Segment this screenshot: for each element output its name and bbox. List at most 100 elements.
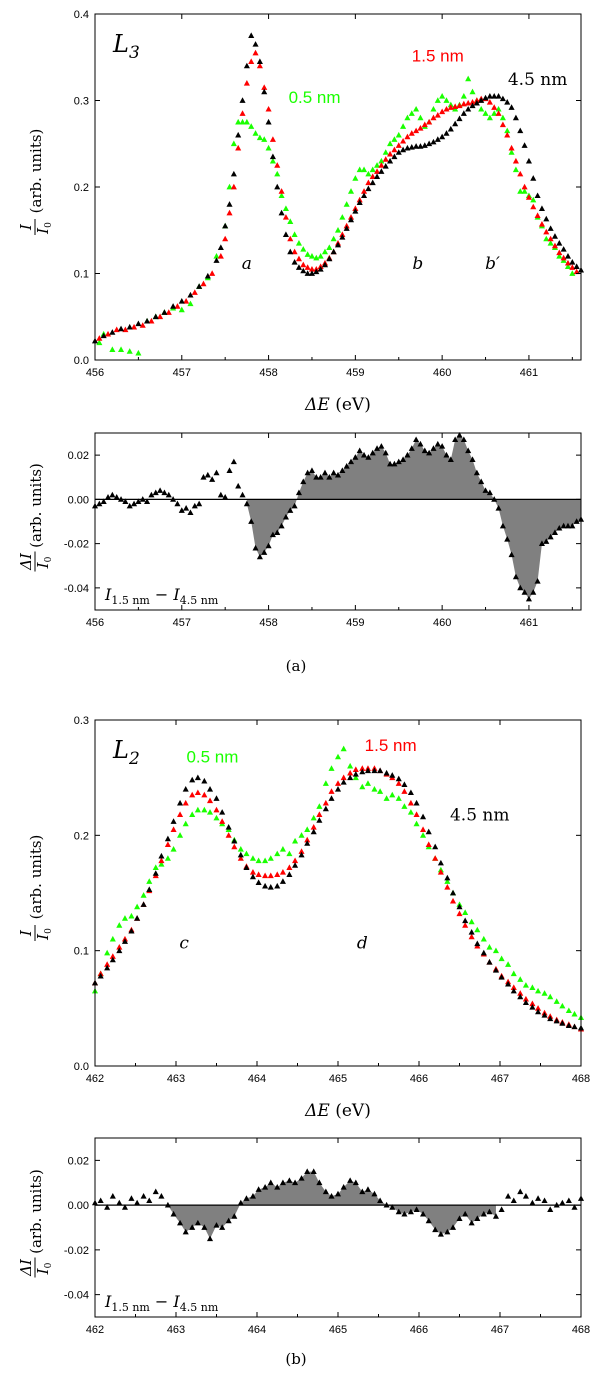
data-point: [339, 233, 346, 240]
data-point: [152, 864, 159, 871]
data-point: [213, 253, 220, 259]
data-point: [553, 1201, 560, 1208]
data-point: [269, 157, 276, 164]
data-point: [122, 498, 129, 504]
data-point: [177, 1219, 184, 1226]
y-axis-fraction-den-sub: 0: [44, 556, 54, 562]
data-point: [191, 289, 198, 295]
data-point: [401, 1210, 408, 1217]
data-point: [517, 993, 524, 1000]
data-point: [261, 88, 268, 95]
data-point: [291, 502, 298, 509]
data-point: [279, 1179, 286, 1186]
data-point: [213, 806, 220, 813]
data-point: [321, 469, 329, 476]
series-label: 1.5 nm: [412, 47, 464, 66]
data-point: [541, 1012, 548, 1018]
data-point: [478, 478, 485, 485]
data-point: [282, 231, 289, 237]
data-point: [378, 168, 385, 174]
diff-label-main: I: [104, 585, 112, 604]
data-point: [131, 500, 138, 507]
data-point: [543, 228, 550, 235]
data-point: [510, 984, 517, 990]
data-point: [371, 1190, 378, 1197]
data-point: [425, 1217, 432, 1224]
x-tick-label: 456: [86, 617, 104, 629]
data-point: [425, 828, 432, 835]
y-axis-label: II0 (arb. units): [17, 835, 54, 941]
data-point: [170, 303, 177, 309]
y-axis-units: (arb. units): [27, 129, 45, 214]
data-point: [565, 1022, 572, 1029]
data-point: [360, 166, 368, 173]
data-point: [547, 1015, 554, 1022]
data-point: [165, 491, 172, 498]
data-point: [170, 818, 177, 824]
data-point: [239, 110, 246, 116]
data-point: [255, 857, 262, 864]
data-point: [529, 1003, 536, 1010]
data-point: [534, 192, 541, 199]
difference-series-label: I1.5 nm − I4.5 nm: [104, 1292, 219, 1314]
data-point: [161, 309, 168, 315]
data-point: [569, 259, 576, 265]
caption-a: (a): [286, 657, 307, 675]
data-point: [486, 944, 493, 950]
data-point: [522, 1192, 529, 1199]
data-point: [492, 967, 499, 973]
data-point: [121, 1204, 129, 1210]
data-point: [116, 922, 123, 928]
data-point: [140, 892, 147, 898]
data-point: [389, 1204, 396, 1210]
data-point: [538, 205, 545, 212]
data-point: [248, 123, 255, 129]
data-point: [237, 1199, 244, 1206]
data-point: [326, 255, 333, 262]
data-point: [495, 505, 502, 511]
data-point: [178, 507, 185, 513]
data-point: [146, 886, 153, 892]
data-point: [187, 300, 194, 307]
data-point: [365, 185, 372, 192]
data-point: [126, 348, 133, 354]
data-point: [182, 799, 189, 806]
data-point: [295, 264, 302, 270]
diff-label-minus: −: [150, 1292, 174, 1311]
data-point: [359, 1188, 366, 1195]
data-point: [547, 533, 554, 540]
data-point: [274, 170, 281, 177]
data-point: [365, 454, 372, 460]
data-point: [430, 138, 437, 145]
data-point: [491, 496, 498, 502]
data-point: [426, 118, 433, 125]
data-point: [456, 910, 463, 917]
data-point: [139, 496, 146, 502]
data-point: [152, 870, 159, 876]
data-point: [104, 961, 111, 967]
data-point: [146, 878, 153, 884]
data-point: [304, 1168, 311, 1174]
data-point: [248, 58, 255, 64]
data-point: [255, 1186, 262, 1192]
data-point: [469, 456, 476, 462]
data-point: [421, 142, 428, 148]
data-point: [316, 803, 323, 809]
data-point: [178, 306, 185, 313]
data-point: [222, 235, 229, 242]
data-point: [328, 1192, 335, 1199]
data-point: [316, 1179, 323, 1186]
data-point: [443, 97, 450, 103]
data-point: [508, 149, 515, 155]
data-point: [213, 814, 220, 821]
data-point: [267, 872, 274, 879]
data-point: [278, 188, 285, 194]
data-point: [469, 88, 476, 95]
feature-label: a: [242, 254, 252, 274]
data-point: [100, 332, 107, 339]
data-point: [300, 261, 307, 268]
data-point: [178, 297, 185, 304]
data-point: [491, 110, 498, 116]
x-tick-label: 462: [86, 1324, 104, 1336]
